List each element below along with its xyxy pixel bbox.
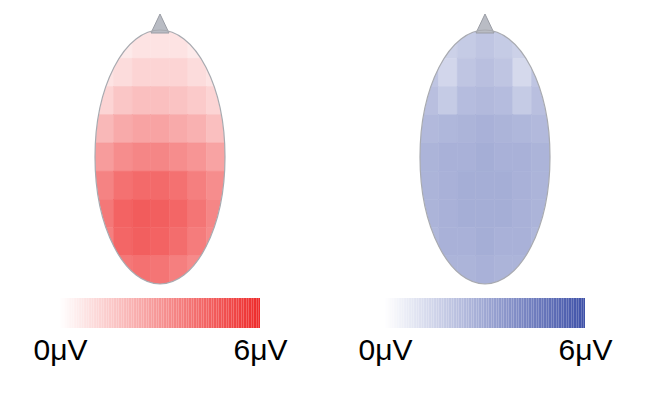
svg-text:0μV: 0μV [34,333,88,366]
svg-text:6μV: 6μV [234,333,288,366]
svg-text:0μV: 0μV [359,333,413,366]
svg-text:6μV: 6μV [559,333,613,366]
